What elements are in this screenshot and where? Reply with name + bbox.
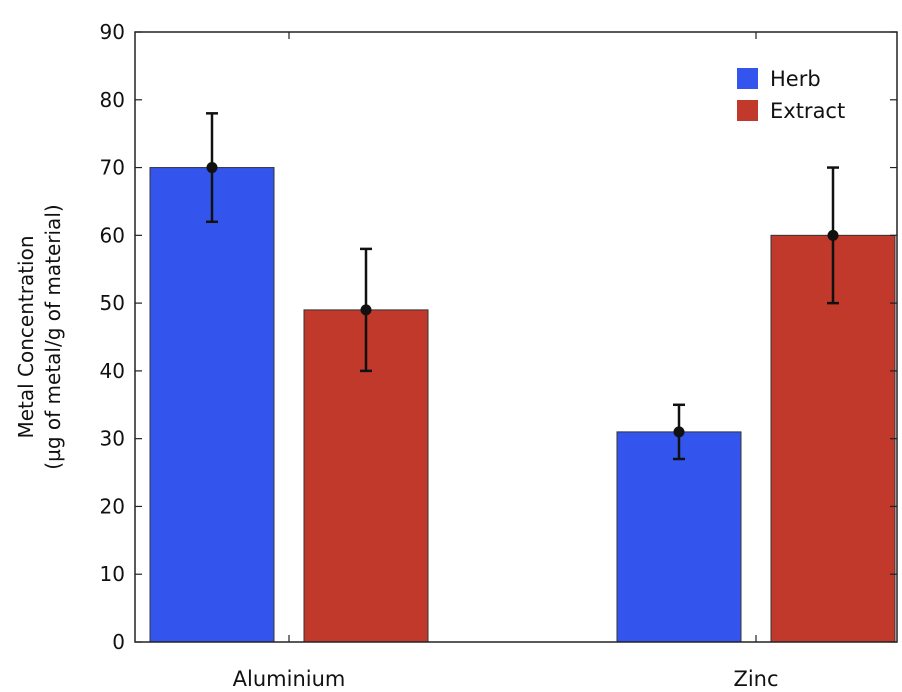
x-category-label: Zinc xyxy=(733,667,778,691)
y-tick-label: 70 xyxy=(100,156,125,180)
error-bars-layer xyxy=(206,112,839,461)
y-tick-label: 30 xyxy=(100,427,125,451)
y-tick-label: 80 xyxy=(100,88,125,112)
ticks-layer xyxy=(135,31,897,643)
y-tick-label: 50 xyxy=(100,291,125,315)
x-category-label: Aluminium xyxy=(233,667,346,691)
mean-point-marker xyxy=(360,304,372,316)
y-axis-title-line2: (µg of metal/g of material) xyxy=(41,204,65,469)
mean-point-marker xyxy=(827,229,839,241)
y-tick-label: 10 xyxy=(100,562,125,586)
y-tick-label: 40 xyxy=(100,359,125,383)
mean-point-marker xyxy=(673,426,685,438)
legend-label-herb: Herb xyxy=(770,67,821,91)
y-axis-title-line1: Metal Concentration xyxy=(14,235,38,438)
y-tick-label: 0 xyxy=(112,630,125,654)
legend-swatch-herb xyxy=(737,68,758,89)
mean-point-marker xyxy=(206,162,218,174)
legend-swatch-extract xyxy=(737,100,758,121)
legend-label-extract: Extract xyxy=(770,99,845,123)
bar-herb-zinc xyxy=(616,431,742,643)
legend: Herb Extract xyxy=(737,67,845,123)
y-tick-labels: 0 10 20 30 40 50 60 70 80 90 xyxy=(100,20,125,654)
bar-herb-aluminium xyxy=(149,167,275,643)
x-category-labels: Aluminium Zinc xyxy=(233,667,779,691)
bars-layer xyxy=(149,167,896,643)
y-tick-label: 20 xyxy=(100,494,125,518)
plot-frame xyxy=(134,31,898,643)
y-tick-label: 60 xyxy=(100,223,125,247)
y-tick-label: 90 xyxy=(100,20,125,44)
